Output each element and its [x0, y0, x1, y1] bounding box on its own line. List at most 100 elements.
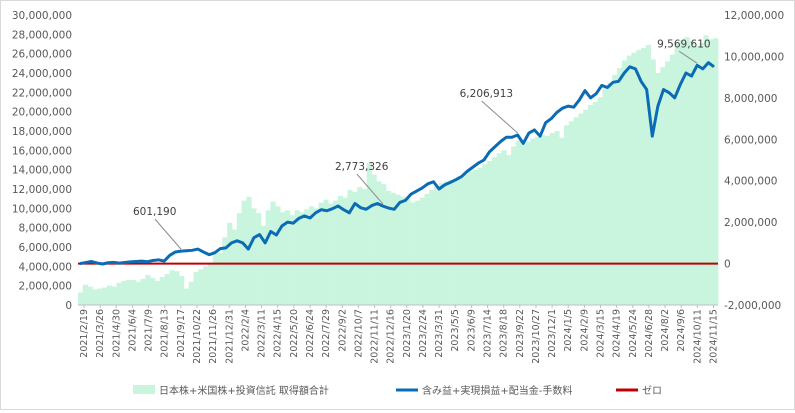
line-series-layer [78, 61, 718, 266]
bar [371, 174, 377, 305]
bar [323, 199, 329, 305]
bar [251, 208, 257, 305]
x-tick-label: 2023/8/18 [499, 309, 510, 358]
annotation-leader [678, 50, 698, 64]
left-y-tick-label: 22,000,000 [12, 87, 72, 99]
bar [607, 82, 613, 305]
bar [106, 285, 113, 305]
right-y-tick-label: 4,000,000 [724, 176, 777, 188]
bar [515, 140, 522, 305]
bar [280, 212, 286, 305]
annotation-label: 2,773,326 [335, 161, 389, 173]
bar [665, 61, 671, 306]
bar [111, 286, 117, 305]
bar [150, 277, 156, 305]
bar [477, 167, 483, 305]
bar [525, 141, 531, 305]
bar [159, 276, 166, 305]
bar [126, 279, 132, 305]
bar [183, 288, 190, 305]
x-tick-label: 2021/9/17 [176, 309, 187, 358]
bar [203, 266, 209, 305]
legend-label: 含み益+実現損益+配当金-手数料 [422, 384, 572, 397]
left-y-tick-label: 26,000,000 [12, 49, 72, 61]
bar [650, 59, 656, 305]
x-tick-label: 2023/3/31 [434, 309, 445, 358]
x-tick-label: 2021/7/9 [144, 309, 155, 352]
right-y-tick-label: 0 [724, 259, 731, 271]
x-tick-label: 2021/12/31 [224, 309, 235, 364]
x-tick-label: 2024/8/2 [660, 309, 671, 352]
bar [429, 189, 435, 305]
bar [164, 274, 170, 305]
bar [381, 184, 387, 305]
bar [544, 135, 550, 305]
x-tick-label: 2022/4/15 [273, 309, 284, 358]
bar [333, 200, 339, 305]
x-tick-label: 2022/10/7 [353, 309, 364, 358]
bar [612, 74, 618, 306]
x-tick-label: 2023/1/20 [402, 309, 413, 358]
right-y-tick-label: 8,000,000 [724, 93, 777, 105]
left-y-tick-label: 14,000,000 [12, 165, 72, 177]
right-y-tick-label: 10,000,000 [724, 51, 784, 63]
bar [438, 183, 445, 305]
bar [443, 181, 449, 305]
bar [568, 121, 575, 305]
bar [193, 272, 199, 305]
bar [241, 200, 247, 305]
bar [212, 250, 218, 305]
annotation-leader [356, 173, 384, 205]
bar [174, 271, 180, 305]
bar [188, 281, 194, 305]
bar [400, 196, 406, 305]
bar [655, 73, 661, 305]
x-tick-label: 2023/12/1 [547, 309, 558, 358]
bar [366, 162, 372, 305]
left-y-tick-label: 30,000,000 [12, 10, 72, 22]
x-tick-label: 2022/9/2 [337, 309, 348, 352]
bar [328, 203, 334, 305]
legend-swatch [133, 385, 155, 394]
bar [520, 144, 526, 305]
bar [549, 132, 555, 305]
bar [708, 39, 714, 306]
x-tick-label: 2023/10/27 [531, 309, 542, 364]
bar [448, 180, 454, 305]
bar [405, 198, 411, 305]
x-tick-label: 2023/9/22 [515, 309, 526, 358]
bar [573, 117, 579, 305]
bar [87, 286, 93, 305]
bar [641, 47, 647, 306]
x-tick-label: 2024/4/19 [612, 309, 623, 358]
bar [154, 280, 161, 305]
bar [231, 229, 238, 305]
bar [275, 206, 281, 305]
left-y-tick-label: 8,000,000 [19, 223, 72, 235]
x-tick-label: 2021/11/26 [208, 309, 219, 364]
bar [116, 282, 122, 305]
bar [674, 44, 680, 305]
bar [299, 212, 305, 305]
annotation-leader [481, 100, 518, 134]
bar [554, 131, 560, 305]
bar [539, 134, 546, 305]
x-tick-label: 2024/6/28 [644, 309, 655, 358]
bar [376, 181, 382, 305]
bar [102, 287, 108, 305]
left-y-tick-label: 12,000,000 [12, 184, 72, 196]
bar [467, 171, 473, 305]
bar [424, 193, 430, 305]
bar [289, 215, 295, 305]
bar [453, 178, 459, 305]
bar [679, 40, 685, 305]
profit-line [79, 61, 715, 266]
bar [198, 269, 204, 305]
bar [78, 292, 84, 305]
bar [631, 52, 637, 306]
bar [342, 197, 348, 305]
x-tick-label: 2024/10/11 [692, 309, 703, 364]
bar [535, 136, 541, 305]
